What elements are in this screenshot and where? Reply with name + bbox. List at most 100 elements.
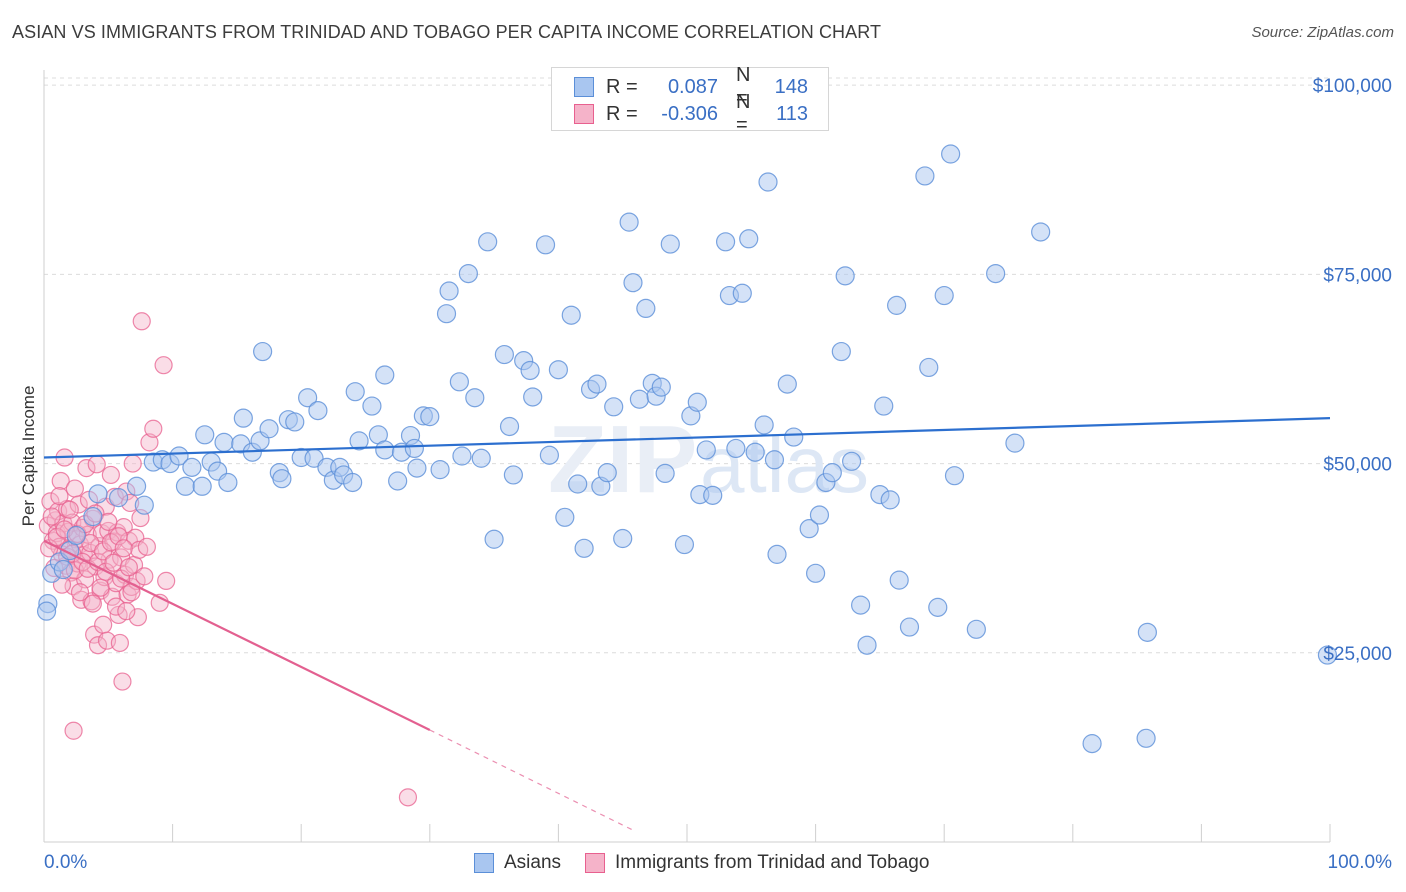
trinidad-point bbox=[135, 567, 154, 586]
y-tick-labels: $25,000 $50,000 $75,000 $100,000 bbox=[1313, 76, 1392, 665]
asian-point bbox=[613, 528, 633, 549]
trinidad-swatch bbox=[574, 104, 594, 124]
asian-point bbox=[687, 392, 707, 412]
asian-point bbox=[1136, 728, 1156, 748]
asian-point bbox=[587, 374, 607, 394]
asian-point bbox=[660, 234, 680, 254]
legend-row-trinidad: R = -0.306 N = 113 bbox=[574, 91, 808, 136]
r-label: R = bbox=[606, 102, 638, 125]
asian-point bbox=[887, 295, 907, 315]
asian-point bbox=[175, 476, 196, 496]
asian-point bbox=[259, 419, 279, 439]
trinidad-point bbox=[94, 615, 113, 634]
r-value: -0.306 bbox=[661, 102, 718, 125]
trinidad-point bbox=[157, 571, 176, 590]
trinidad-point bbox=[69, 495, 88, 514]
trinidad-point bbox=[123, 454, 142, 473]
asian-point bbox=[941, 144, 961, 164]
trinidad-point bbox=[91, 578, 110, 597]
asian-point bbox=[375, 365, 395, 385]
legend-item-asians[interactable]: Asians bbox=[474, 852, 561, 874]
asian-point bbox=[88, 484, 108, 504]
y-tick-label: $75,000 bbox=[1323, 265, 1392, 286]
n-label: N = bbox=[736, 91, 751, 136]
asian-point bbox=[619, 212, 639, 232]
trinidad-swatch bbox=[585, 853, 606, 873]
asian-point bbox=[1005, 433, 1025, 453]
asian-point bbox=[192, 476, 212, 496]
asian-point bbox=[555, 507, 575, 527]
series-legend: Asians Immigrants from Trinidad and Toba… bbox=[474, 852, 953, 874]
asian-point bbox=[83, 506, 103, 527]
asian-point bbox=[523, 387, 543, 407]
asian-point bbox=[561, 305, 581, 325]
asian-point bbox=[343, 472, 363, 493]
asian-point bbox=[655, 463, 675, 484]
asian-point bbox=[285, 412, 305, 432]
trinidad-point bbox=[77, 459, 96, 478]
chart-title: ASIAN VS IMMIGRANTS FROM TRINIDAD AND TO… bbox=[12, 22, 882, 42]
asian-point bbox=[899, 617, 920, 637]
asian-point bbox=[452, 446, 472, 466]
asian-point bbox=[851, 595, 871, 615]
asian-point bbox=[696, 440, 716, 460]
trinidad-point bbox=[113, 672, 132, 691]
asian-point bbox=[915, 166, 935, 186]
asian-point bbox=[880, 490, 900, 510]
asian-point bbox=[36, 601, 57, 621]
n-value: 148 bbox=[774, 75, 808, 98]
asian-point bbox=[574, 538, 594, 558]
asian-point bbox=[1031, 222, 1051, 242]
trinidad-point bbox=[87, 455, 106, 474]
asian-point bbox=[1317, 645, 1338, 665]
x-max-label: 100.0% bbox=[1327, 852, 1392, 873]
asian-point bbox=[857, 635, 877, 655]
asian-point bbox=[499, 416, 520, 437]
trinidad-point bbox=[154, 356, 173, 375]
asian-point bbox=[715, 232, 736, 252]
legend-item-trinidad[interactable]: Immigrants from Trinidad and Tobago bbox=[585, 852, 929, 874]
y-tick-label: $100,000 bbox=[1313, 76, 1392, 97]
trinidad-trend-extension bbox=[429, 729, 636, 832]
asian-point bbox=[739, 229, 759, 249]
asian-point bbox=[966, 619, 986, 639]
asian-point bbox=[484, 529, 504, 549]
trinidad-point bbox=[114, 539, 133, 558]
asian-point bbox=[767, 544, 787, 564]
trinidad-point bbox=[128, 608, 147, 627]
asian-point bbox=[53, 559, 73, 580]
asian-point bbox=[986, 263, 1006, 284]
asian-point bbox=[439, 281, 459, 301]
trinidad-point bbox=[94, 542, 113, 561]
asian-point bbox=[449, 372, 469, 392]
trinidad-point bbox=[144, 419, 163, 438]
asian-point bbox=[805, 563, 826, 583]
asian-point bbox=[308, 400, 328, 421]
asian-point bbox=[629, 389, 650, 409]
asian-point bbox=[703, 485, 723, 505]
asian-point bbox=[465, 388, 485, 408]
trinidad-point bbox=[64, 721, 83, 740]
asian-point bbox=[182, 457, 202, 477]
asian-point bbox=[134, 495, 154, 515]
asian-point bbox=[407, 458, 427, 478]
y-axis-label: Per Capita Income bbox=[19, 386, 38, 527]
trinidad-point bbox=[41, 492, 60, 511]
asian-point bbox=[758, 172, 778, 192]
asian-point bbox=[726, 438, 746, 459]
asian-point bbox=[458, 263, 478, 284]
asian-point bbox=[66, 525, 86, 546]
asian-point bbox=[375, 440, 395, 460]
trinidad-point bbox=[101, 465, 120, 485]
x-min-label: 0.0% bbox=[44, 852, 88, 873]
trinidad-point bbox=[140, 433, 159, 452]
asian-point bbox=[420, 407, 440, 427]
n-value: 113 bbox=[776, 102, 808, 125]
trinidad-point bbox=[119, 558, 138, 577]
trinidad-point bbox=[47, 527, 66, 547]
asian-point bbox=[623, 273, 643, 293]
asian-point bbox=[478, 232, 498, 252]
asian-point bbox=[471, 448, 491, 468]
asian-point bbox=[784, 427, 804, 447]
